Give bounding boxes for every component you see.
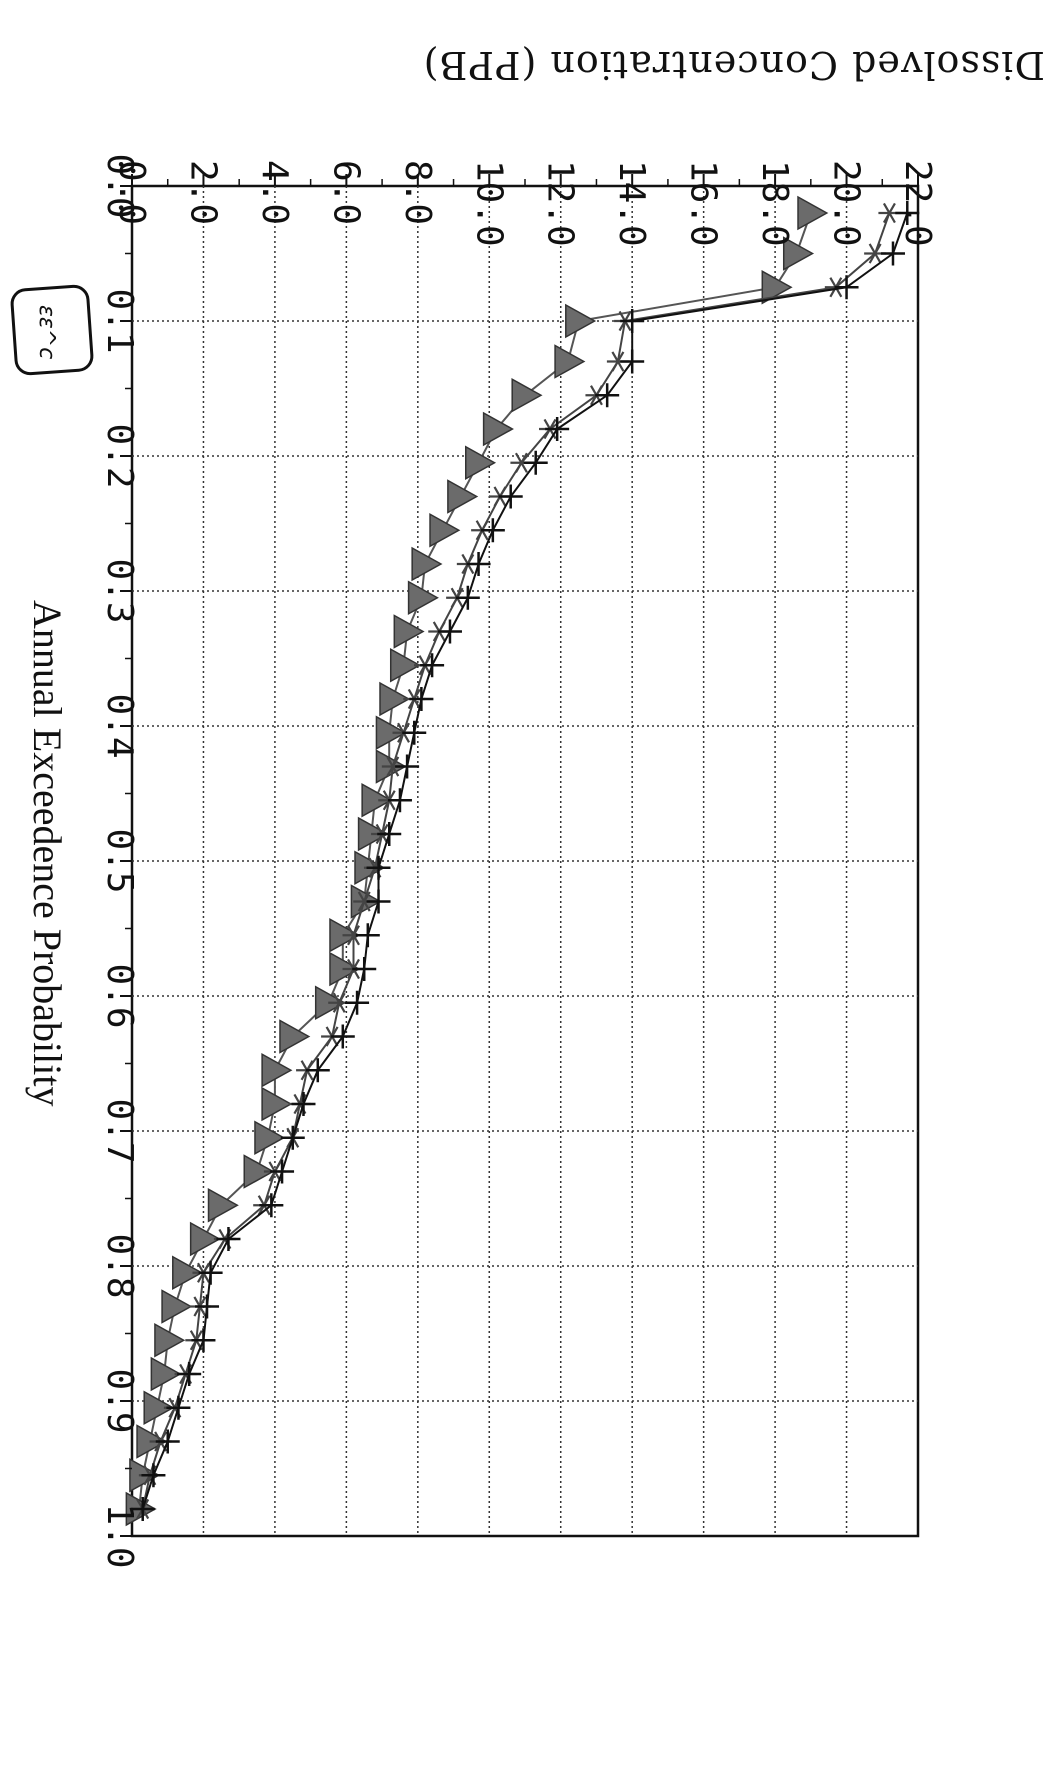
y-tick-label: 20.0 xyxy=(826,160,867,247)
y-tick-label: 18.0 xyxy=(754,160,795,247)
data-point-plus xyxy=(345,991,369,1015)
y-tick-label: 2.0 xyxy=(182,160,223,225)
data-point-triangle xyxy=(262,1088,291,1120)
data-point-triangle xyxy=(162,1291,191,1323)
data-point-plus xyxy=(259,1193,283,1217)
data-point-triangle xyxy=(484,413,513,445)
data-point-triangle xyxy=(394,616,423,648)
y-tick-label: 0.0 xyxy=(111,160,152,225)
data-point-triangle xyxy=(412,548,441,580)
y-tick-label: 22.0 xyxy=(897,160,938,247)
data-point-triangle xyxy=(448,481,477,513)
y-tick-label: 10.0 xyxy=(468,160,509,247)
data-point-plus xyxy=(191,1328,215,1352)
x-tick-label: 0.3 xyxy=(99,558,140,623)
data-point-plus xyxy=(420,653,444,677)
x-tick-label: 1.0 xyxy=(99,1503,140,1568)
data-point-plus xyxy=(545,417,569,441)
y-tick-label: 6.0 xyxy=(325,160,366,225)
data-point-triangle xyxy=(430,514,459,546)
x-tick-label: 0.1 xyxy=(99,288,140,353)
data-point-plus xyxy=(481,518,505,542)
data-point-triangle xyxy=(555,346,584,378)
data-point-plus xyxy=(306,1058,330,1082)
y-tick-label: 8.0 xyxy=(397,160,438,225)
data-point-plus xyxy=(156,1430,180,1454)
series-line xyxy=(139,213,811,1509)
handwritten-annotation: εε^c xyxy=(11,285,93,374)
x-tick-label: 0.6 xyxy=(99,963,140,1028)
data-point-triangle xyxy=(798,197,827,229)
chart-title: Dissolved Concentration (PPB) xyxy=(423,43,1045,87)
x-axis-label: Annual Exceedence Probability xyxy=(25,600,70,1106)
data-point-triangle xyxy=(262,1054,291,1086)
x-tick-label: 0.7 xyxy=(99,1098,140,1163)
annotation-text: εε^c xyxy=(34,305,59,359)
data-point-plus xyxy=(409,687,433,711)
y-tick-label: 4.0 xyxy=(254,160,295,225)
x-tick-label: 0.4 xyxy=(99,693,140,758)
data-point-triangle xyxy=(512,379,541,411)
data-point-triangle xyxy=(566,305,595,337)
data-point-plus xyxy=(595,383,619,407)
y-tick-label: 16.0 xyxy=(683,160,724,247)
x-tick-label: 0.8 xyxy=(99,1233,140,1298)
y-tick-label: 14.0 xyxy=(611,160,652,247)
data-point-plus xyxy=(438,620,462,644)
data-point-plus xyxy=(467,552,491,576)
data-point-plus xyxy=(281,1126,305,1150)
y-tick-label: 12.0 xyxy=(540,160,581,247)
data-point-plus xyxy=(352,957,376,981)
data-point-plus xyxy=(499,485,523,509)
data-point-plus xyxy=(835,275,859,299)
series-triangle xyxy=(126,197,826,1525)
x-tick-label: 0.2 xyxy=(99,423,140,488)
x-tick-label: 0.9 xyxy=(99,1368,140,1433)
data-point-triangle xyxy=(466,447,495,479)
x-tick-label: 0.5 xyxy=(99,828,140,893)
data-point-plus xyxy=(388,788,412,812)
data-point-plus xyxy=(270,1160,294,1184)
